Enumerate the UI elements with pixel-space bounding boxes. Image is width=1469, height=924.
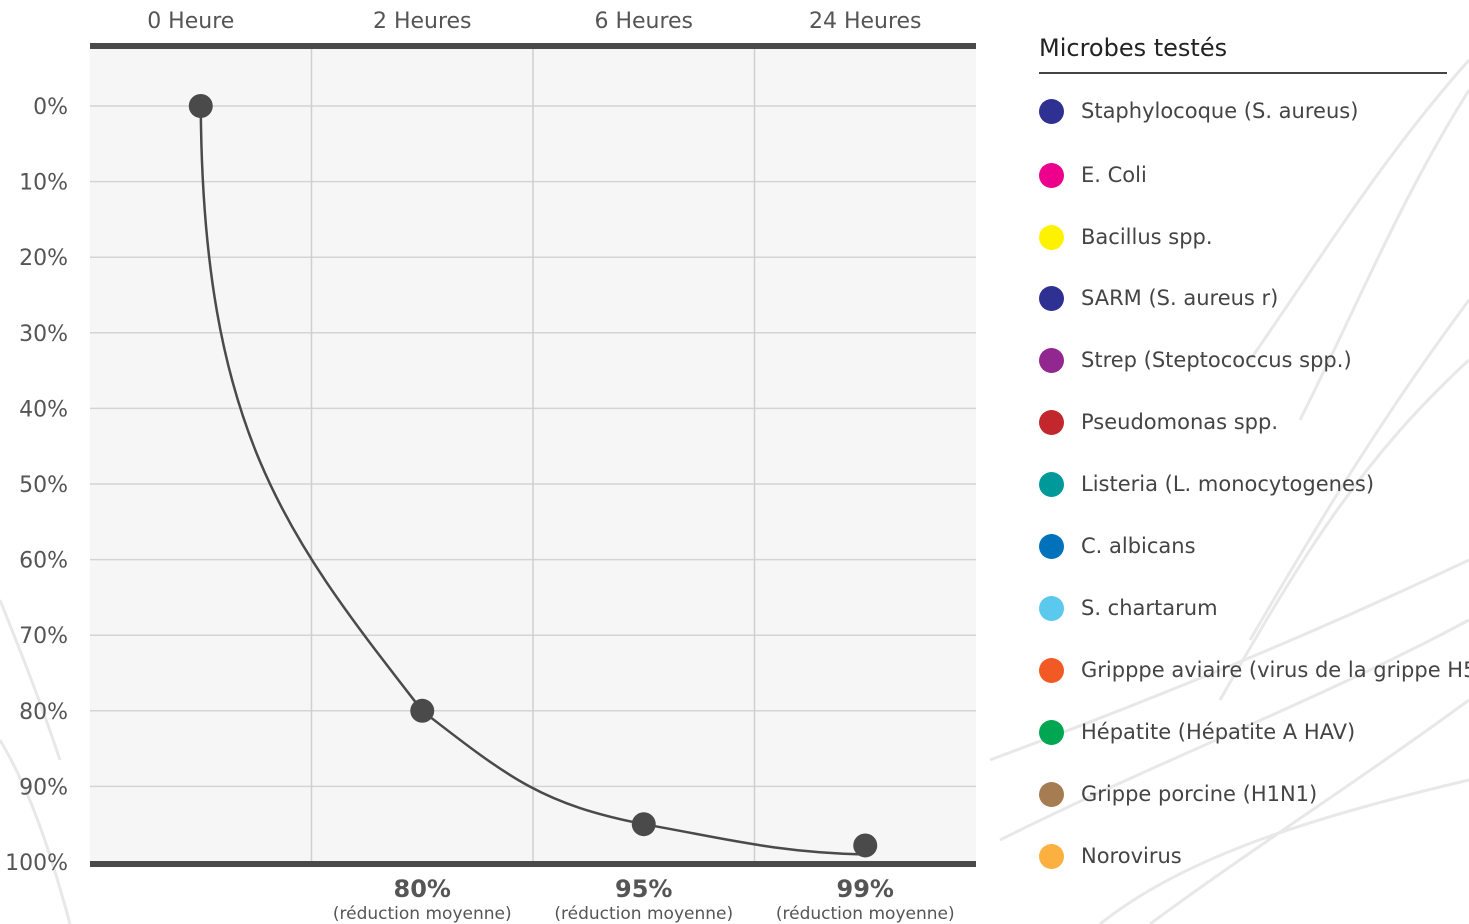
legend-title: Microbes testés [1039, 34, 1447, 74]
legend-label: Gripppe aviaire (virus de la grippe H5 [1081, 658, 1469, 682]
legend-label: S. chartarum [1081, 596, 1218, 620]
legend-item: Gripppe aviaire (virus de la grippe H5 [1039, 655, 1469, 685]
legend-item: Hépatite (Hépatite A HAV) [1039, 717, 1355, 747]
legend-label: C. albicans [1081, 534, 1196, 558]
legend-item: C. albicans [1039, 531, 1196, 561]
x-tick-label: 0 Heure [147, 9, 234, 34]
legend-label: Bacillus spp. [1081, 225, 1213, 249]
legend-color-dot [1039, 533, 1064, 559]
y-tick-labels: 0% 10% 20% 30% 40% 50% 60% 70% 80% 90% 100% [5, 95, 68, 876]
value-annotations: 80%(réduction moyenne)95%(réduction moye… [333, 875, 955, 924]
legend-item: Grippe porcine (H1N1) [1039, 779, 1317, 809]
value-note: (réduction moyenne) [776, 904, 955, 924]
legend-label: Pseudomonas spp. [1081, 410, 1279, 434]
reduction-chart: 0% 10% 20% 30% 40% 50% 60% 70% 80% 90% 100% 0 Heur… [5, 9, 976, 924]
legend-item: S. chartarum [1039, 593, 1218, 623]
reduction-curve [199, 105, 866, 856]
value-label: 95% [615, 875, 672, 903]
legend-label: Hépatite (Hépatite A HAV) [1081, 720, 1356, 744]
legend-color-dot [1039, 595, 1064, 621]
y-tick-label: 0% [33, 95, 68, 120]
legend-label: Listeria (L. monocytogenes) [1081, 472, 1375, 496]
data-point [188, 94, 213, 118]
legend-label: Staphylocoque (S. aureus) [1081, 99, 1359, 123]
legend-label: Norovirus [1081, 844, 1182, 868]
x-tick-label: 2 Heures [373, 9, 472, 34]
legend-color-dot [1039, 224, 1064, 250]
legend-item: E. Coli [1039, 160, 1147, 190]
x-tick-labels: 0 Heure 2 Heures 6 Heures 24 Heures [147, 9, 921, 34]
legend-item: Listeria (L. monocytogenes) [1039, 469, 1374, 499]
data-point [853, 833, 878, 858]
y-tick-label: 70% [19, 624, 68, 649]
legend-color-dot [1039, 719, 1064, 745]
legend-color-dot [1039, 471, 1064, 497]
legend-item: Norovirus [1039, 841, 1182, 871]
legend-item: Pseudomonas spp. [1039, 407, 1278, 437]
legend: Microbes testés Staphylocoque (S. aureus… [1039, 34, 1469, 869]
legend-color-dot [1039, 162, 1064, 188]
vertical-gridlines [310, 46, 756, 864]
x-tick-label: 6 Heures [594, 9, 693, 34]
legend-item: Strep (Steptococcus spp.) [1039, 345, 1352, 375]
data-point [410, 698, 435, 723]
y-tick-label: 50% [19, 473, 68, 498]
y-tick-label: 90% [19, 775, 68, 800]
x-tick-label: 24 Heures [809, 9, 922, 34]
y-tick-label: 60% [19, 549, 68, 574]
legend-color-dot [1039, 347, 1064, 373]
legend-item: SARM (S. aureus r) [1039, 283, 1278, 313]
value-note: (réduction moyenne) [554, 904, 733, 924]
legend-color-dot [1039, 843, 1064, 869]
legend-label: Grippe porcine (H1N1) [1081, 782, 1318, 806]
legend-color-dot [1039, 98, 1064, 124]
legend-color-dot [1039, 285, 1064, 311]
value-note: (réduction moyenne) [333, 904, 512, 924]
y-tick-label: 40% [19, 397, 68, 422]
legend-color-dot [1039, 409, 1064, 435]
y-tick-label: 100% [5, 851, 68, 876]
legend-color-dot [1039, 657, 1064, 683]
y-tick-label: 30% [19, 322, 68, 347]
data-point [631, 812, 656, 837]
y-tick-label: 10% [19, 171, 68, 196]
legend-label: SARM (S. aureus r) [1081, 286, 1279, 310]
legend-label: Strep (Steptococcus spp.) [1081, 348, 1352, 372]
legend-item: Bacillus spp. [1039, 222, 1213, 252]
legend-item: Staphylocoque (S. aureus) [1039, 96, 1358, 126]
data-points [188, 94, 878, 858]
y-tick-label: 20% [19, 246, 68, 271]
legend-label: E. Coli [1081, 163, 1147, 187]
value-label: 80% [394, 875, 451, 903]
y-tick-label: 80% [19, 700, 68, 725]
legend-color-dot [1039, 781, 1064, 807]
value-label: 99% [837, 875, 894, 903]
